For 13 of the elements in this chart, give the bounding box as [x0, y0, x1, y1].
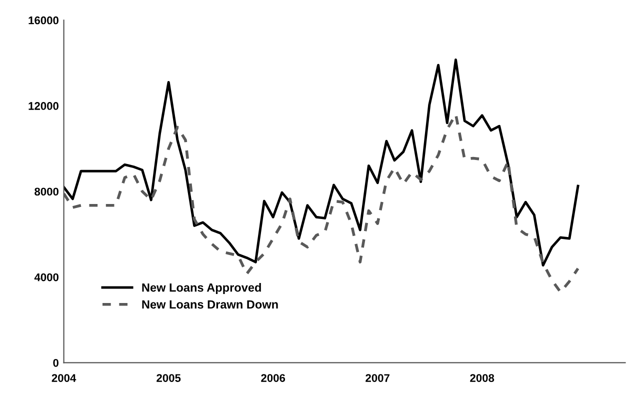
legend-label: New Loans Drawn Down	[142, 300, 278, 309]
x-tick-label: 2007	[366, 374, 390, 382]
y-tick-label: 16000	[28, 16, 58, 24]
x-tick-label: 2005	[156, 374, 181, 382]
x-tick-label: 2006	[261, 374, 286, 382]
y-tick-label: 12000	[28, 102, 58, 110]
x-tick-label: 2004	[52, 374, 76, 382]
legend-label: New Loans Approved	[142, 283, 261, 294]
x-tick-label: 2008	[470, 374, 494, 382]
y-tick-label: 4000	[34, 273, 58, 282]
y-tick-label: 8000	[34, 188, 58, 196]
y-tick-label: 0	[53, 358, 58, 367]
line-series	[64, 58, 580, 267]
